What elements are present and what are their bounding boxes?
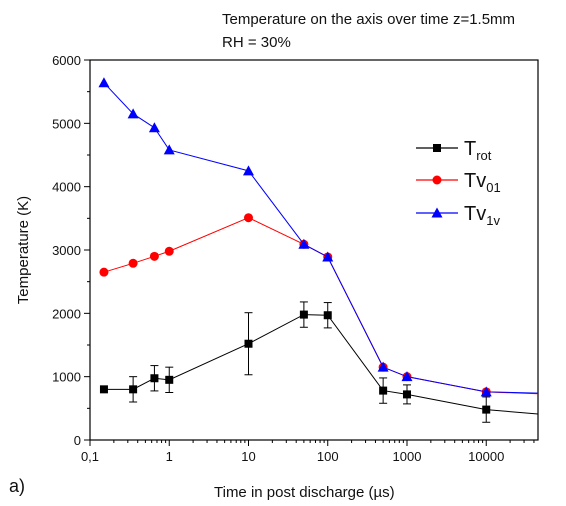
series-line [103, 82, 539, 394]
x-tick-label: 1 [166, 449, 173, 464]
data-point [129, 385, 138, 394]
data-point [482, 405, 491, 414]
y-tick-label: 3000 [52, 243, 81, 258]
data-point [164, 246, 174, 256]
y-tick-label: 5000 [52, 116, 81, 131]
x-tick-label: 1000 [393, 449, 422, 464]
data-point [127, 108, 139, 119]
legend-label-sub: 1v [486, 213, 500, 228]
panel-label: a) [9, 476, 25, 496]
legend-label-main: Tv [464, 170, 486, 192]
series-2 [99, 213, 539, 397]
data-point [244, 339, 253, 348]
data-point [128, 258, 138, 268]
legend-item-2: Tv01 [416, 170, 501, 195]
legend-label-sub: rot [476, 148, 492, 163]
legend-label: Tv01 [464, 170, 501, 195]
legend-item-1: Trot [416, 138, 492, 163]
data-point [243, 213, 253, 223]
x-axis-ticks: 0,1 1 10 100 1000 10000 [81, 440, 535, 464]
data-point [298, 238, 310, 249]
y-tick-label: 1000 [52, 370, 81, 385]
data-point [99, 385, 108, 394]
data-point [323, 311, 332, 320]
data-point [401, 371, 413, 382]
series-layer [98, 77, 539, 423]
legend-marker [431, 207, 443, 218]
legend-label: Tv1v [464, 203, 500, 228]
data-point [242, 165, 254, 176]
data-point [402, 390, 411, 399]
y-axis-label: Temperature (K) [15, 196, 32, 304]
legend-item-3: Tv1v [416, 203, 500, 228]
y-tick-label: 2000 [52, 306, 81, 321]
data-point [322, 251, 334, 262]
y-axis-ticks: 0 1000 2000 3000 4000 5000 6000 [52, 53, 90, 448]
y-tick-label: 0 [74, 433, 81, 448]
y-tick-label: 4000 [52, 180, 81, 195]
legend-label-main: Tv [464, 203, 486, 225]
legend-label-main: T [464, 138, 476, 160]
series-1 [99, 301, 539, 423]
legend-label: Trot [464, 138, 492, 163]
data-point [149, 251, 159, 261]
chart-title-line-1: Temperature on the axis over time z=1.5m… [222, 11, 515, 28]
x-tick-label: 10000 [468, 449, 504, 464]
data-point [165, 375, 174, 384]
data-point [99, 267, 109, 277]
legend-label-sub: 01 [486, 180, 500, 195]
chart-title: Temperature on the axis over time z=1.5m… [222, 11, 515, 51]
legend-marker [432, 175, 442, 185]
data-point [480, 386, 492, 397]
data-point [299, 310, 308, 319]
series-line [103, 314, 539, 415]
x-tick-label: 0,1 [81, 449, 99, 464]
data-point [163, 144, 175, 155]
data-point [150, 374, 159, 383]
data-point [377, 361, 389, 372]
chart-title-line-2: RH = 30% [222, 34, 291, 51]
x-tick-label: 100 [317, 449, 339, 464]
x-tick-label: 10 [241, 449, 255, 464]
data-point [98, 77, 110, 88]
data-point [148, 122, 160, 133]
legend-marker [433, 144, 441, 152]
series-3 [98, 77, 539, 397]
x-axis-label: Time in post discharge (µs) [214, 484, 395, 501]
data-point [379, 386, 388, 395]
y-tick-label: 6000 [52, 53, 81, 68]
